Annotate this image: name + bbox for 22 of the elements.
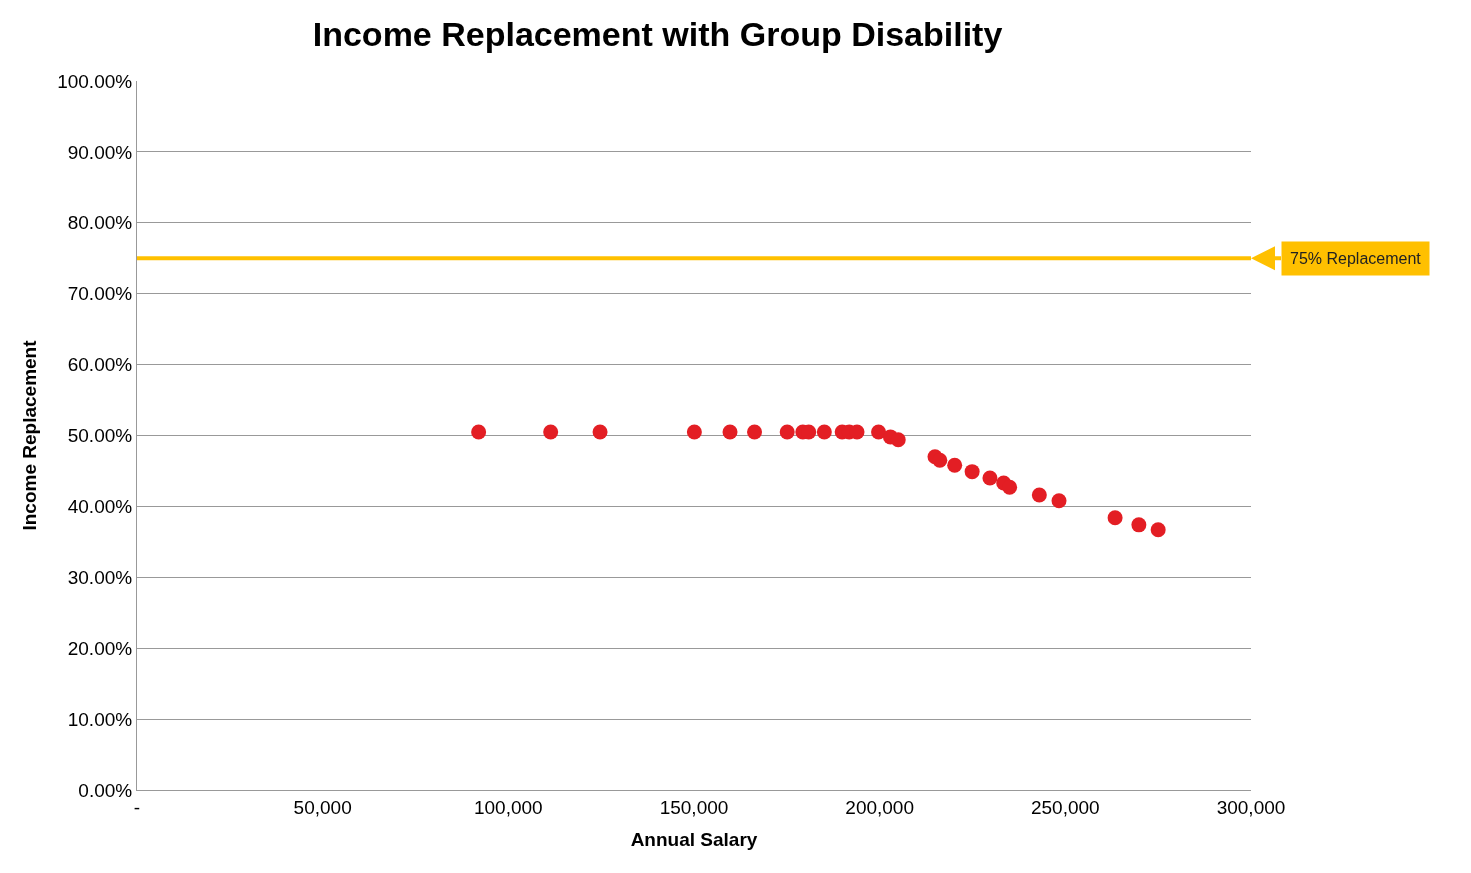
x-tick-label: 50,000 <box>293 796 352 818</box>
x-tick-label: 250,000 <box>1030 796 1100 818</box>
y-tick-label: 20.00% <box>67 637 133 659</box>
x-tick-label: - <box>133 796 141 818</box>
y-tick-label: 50.00% <box>67 425 133 447</box>
y-tick-label: 70.00% <box>67 283 133 305</box>
x-tick-label: 150,000 <box>659 796 729 818</box>
y-tick-label: 10.00% <box>67 708 133 730</box>
y-tick-label: 30.00% <box>67 566 133 588</box>
y-tick-label: 60.00% <box>67 354 133 376</box>
y-axis-title: Income Replacement <box>19 339 41 531</box>
x-tick-label: 300,000 <box>1216 796 1286 818</box>
x-axis-title: Annual Salary <box>630 828 758 850</box>
y-tick-label: 100.00% <box>57 70 133 92</box>
y-tick-label: 40.00% <box>67 496 133 518</box>
y-tick-label: 0.00% <box>78 779 133 801</box>
y-tick-label: 90.00% <box>67 141 133 163</box>
y-tick-label: 80.00% <box>67 212 133 234</box>
x-tick-label: 100,000 <box>473 796 543 818</box>
chart-title: Income Replacement with Group Disability <box>312 14 1003 53</box>
ref-line-label: 75% Replacement <box>1290 250 1422 267</box>
x-tick-label: 200,000 <box>845 796 915 818</box>
